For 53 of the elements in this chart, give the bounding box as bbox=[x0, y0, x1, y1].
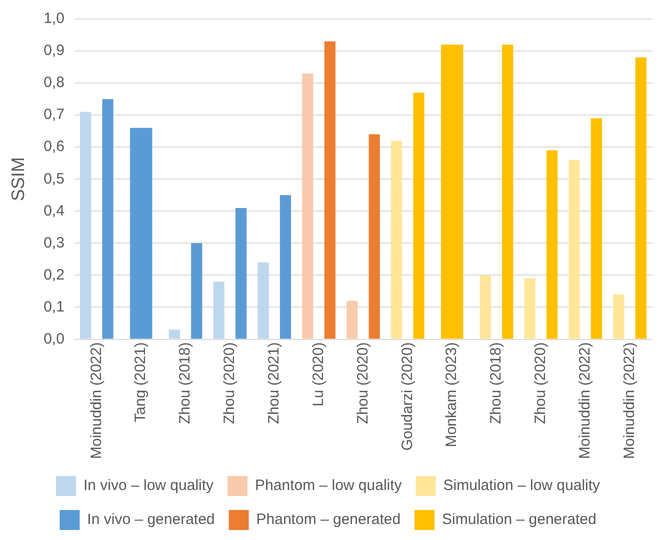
x-tick-label: Moinuddin (2022) bbox=[88, 342, 105, 460]
bar bbox=[413, 92, 424, 339]
legend-label: Simulation – low quality bbox=[443, 477, 601, 494]
bar bbox=[390, 140, 402, 339]
x-tick-label: Zhou (2020) bbox=[532, 342, 550, 424]
bar bbox=[102, 99, 114, 339]
y-axis-title: SSIM bbox=[8, 157, 28, 202]
bar bbox=[168, 330, 180, 339]
bar bbox=[590, 118, 602, 339]
x-tick-label: Zhou (2020) bbox=[221, 342, 238, 424]
bar bbox=[613, 294, 624, 339]
y-tick-label: 0,4 bbox=[44, 202, 64, 220]
bar bbox=[502, 44, 514, 339]
bar bbox=[524, 278, 536, 339]
legend-label: Phantom – generated bbox=[256, 511, 401, 528]
bar bbox=[302, 73, 314, 339]
bar bbox=[568, 160, 580, 339]
x-tick-label: Zhou (2018) bbox=[488, 342, 505, 424]
legend-label: Phantom – low quality bbox=[255, 477, 402, 494]
bar bbox=[546, 150, 558, 339]
x-tick-label: Tang (2021) bbox=[132, 342, 150, 422]
x-tick-label: Zhou (2018) bbox=[176, 342, 194, 424]
bar bbox=[280, 195, 292, 339]
y-tick-label: 0,1 bbox=[44, 298, 64, 316]
x-tick-label: Lu (2020) bbox=[310, 342, 327, 406]
bar bbox=[258, 262, 269, 339]
y-tick-label: 0,2 bbox=[44, 266, 64, 284]
y-tick-label: 1,0 bbox=[44, 10, 64, 28]
bar bbox=[80, 112, 92, 339]
x-tick-label: Goudarzi (2020) bbox=[398, 342, 416, 451]
x-tick-label: Zhou (2020) bbox=[354, 342, 372, 424]
bar bbox=[635, 57, 646, 339]
y-tick-label: 0,0 bbox=[44, 330, 64, 348]
bar bbox=[480, 275, 491, 339]
bar bbox=[191, 243, 202, 339]
legend-label: In vivo – generated bbox=[87, 511, 215, 528]
x-tick-label: Zhou (2021) bbox=[266, 342, 283, 424]
bar bbox=[213, 282, 224, 339]
bar bbox=[236, 208, 247, 339]
bar bbox=[368, 134, 380, 339]
x-tick-label: Moinuddin (2022) bbox=[620, 342, 638, 460]
x-tick-label: Moinuddin (2022) bbox=[576, 342, 594, 460]
y-tick-label: 0,7 bbox=[44, 106, 64, 124]
legend-label: Simulation – generated bbox=[442, 511, 596, 528]
y-tick-label: 0,3 bbox=[44, 234, 64, 252]
legend-label: In vivo – low quality bbox=[83, 477, 214, 494]
y-tick-label: 0,8 bbox=[44, 74, 64, 92]
bar bbox=[346, 300, 358, 339]
y-tick-label: 0,5 bbox=[44, 170, 64, 188]
y-tick-label: 0,9 bbox=[44, 42, 64, 60]
y-tick-label: 0,6 bbox=[44, 138, 64, 156]
x-tick-label: Monkam (2023) bbox=[443, 342, 460, 448]
bar bbox=[324, 41, 336, 339]
